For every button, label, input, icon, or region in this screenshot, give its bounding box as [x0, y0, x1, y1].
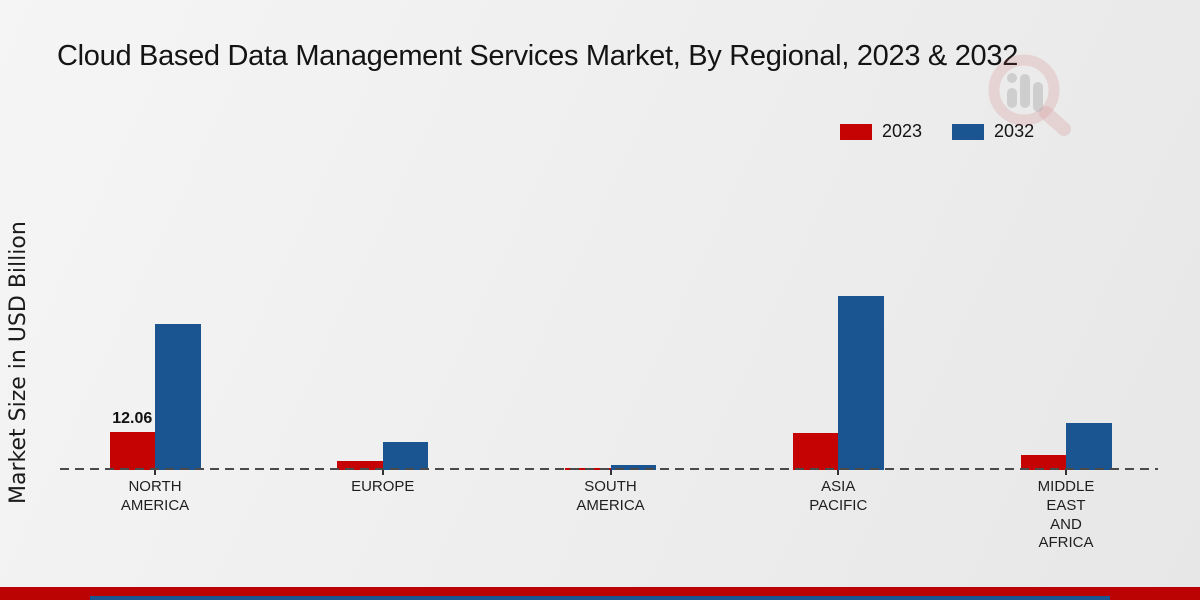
legend-label: 2023 — [882, 121, 923, 141]
axis-tick-asia-pacific — [837, 470, 840, 475]
category-label-asia-pacific: ASIA PACIFIC — [809, 478, 868, 514]
footer-blue-band — [90, 596, 1110, 600]
legend-swatch-2023 — [840, 123, 872, 140]
category-label-south-america: SOUTH AMERICA — [576, 478, 645, 514]
legend-swatch-2032 — [952, 123, 985, 140]
bar-2032-south-america — [610, 465, 656, 470]
bar-2023-north-america — [109, 431, 155, 470]
category-label-north-america: NORTH AMERICA — [120, 478, 190, 514]
axis-tick-europe — [381, 470, 384, 475]
axis-tick-middle-east-and-africa — [1065, 470, 1067, 475]
axis-tick-south-america — [609, 470, 612, 475]
magnifier-bar-chart-logo-icon — [988, 54, 1071, 136]
data-label-north-america: 12.06 — [112, 409, 153, 427]
bar-2023-asia-pacific — [792, 432, 839, 470]
x-axis-baseline — [60, 468, 1158, 470]
category-label-middle-east-and-africa: MIDDLE EAST AND AFRICA — [1037, 478, 1095, 552]
bar-2032-asia-pacific — [838, 296, 884, 470]
axis-tick-north-america — [154, 470, 156, 475]
chart-title: Cloud Based Data Management Services Mar… — [57, 40, 1019, 72]
bar-2032-north-america — [155, 324, 201, 470]
bar-2032-europe — [382, 442, 429, 470]
bar-2023-europe — [337, 461, 383, 470]
legend-item-2023: 2023 — [840, 121, 922, 142]
bar-2023-middle-east-and-africa — [1020, 455, 1066, 470]
legend-label: 2032 — [994, 121, 1035, 141]
category-label-europe: EUROPE — [351, 478, 415, 495]
bar-2032-middle-east-and-africa — [1066, 423, 1112, 470]
legend-item-2032: 2032 — [952, 121, 1034, 142]
legend: 2023 2032 — [840, 121, 1034, 142]
